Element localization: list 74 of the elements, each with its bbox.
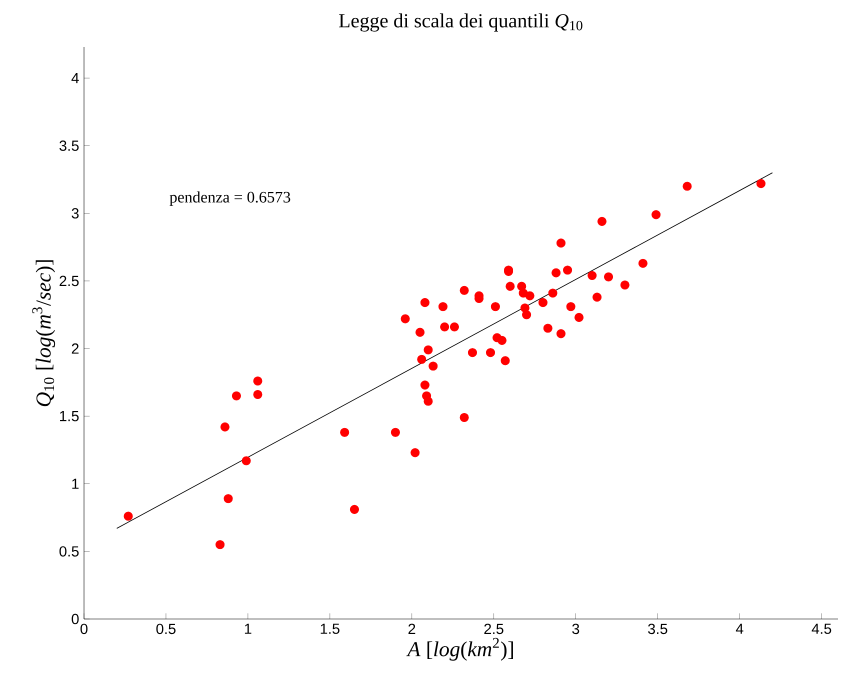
point <box>556 238 566 248</box>
point <box>588 270 597 280</box>
point <box>566 302 576 312</box>
point <box>490 302 500 312</box>
y-tick-label: 2 <box>72 343 79 354</box>
point <box>424 345 433 354</box>
point <box>253 376 262 386</box>
point <box>563 266 572 275</box>
point <box>438 302 448 312</box>
point <box>220 422 230 432</box>
point <box>400 314 410 324</box>
x-tick-label: 3 <box>572 624 580 634</box>
y-tick-label: 3.5 <box>59 140 79 151</box>
point <box>417 354 426 364</box>
point <box>543 324 552 333</box>
point <box>638 258 648 268</box>
y-tick-label: 4 <box>71 73 79 84</box>
x-tick-label: 0.5 <box>156 624 176 634</box>
x-tick-label: 1.5 <box>320 624 340 634</box>
x-axis-title: A [log(km$^{2}$)] <box>406 638 513 661</box>
point <box>468 348 478 358</box>
point <box>420 380 430 390</box>
point <box>124 512 133 521</box>
point <box>682 182 692 191</box>
point <box>410 448 420 458</box>
text: Q$_{10}$ [log(m$^{3}$/sec)] <box>32 260 56 406</box>
point <box>652 210 661 220</box>
point <box>525 291 534 300</box>
x-tick-label: 4 <box>736 624 744 634</box>
point <box>486 348 496 358</box>
point <box>500 356 510 366</box>
point <box>420 298 430 308</box>
x-tick-label: 2.5 <box>484 624 504 634</box>
point <box>216 540 225 550</box>
y-tick-label: 0 <box>72 614 79 624</box>
x-tick-label: 1 <box>244 624 252 634</box>
point <box>592 292 602 302</box>
point <box>597 216 607 226</box>
point <box>548 288 558 298</box>
y-tick-label: 0.5 <box>59 546 79 557</box>
point <box>460 412 469 422</box>
point <box>242 456 251 466</box>
point <box>522 310 532 320</box>
annotation: pendenza = 0.6573 <box>170 191 290 206</box>
y-tick-label: 1 <box>72 478 79 489</box>
point <box>253 390 262 400</box>
x-tick-label: 3.5 <box>648 624 668 634</box>
point <box>428 362 438 371</box>
y-tick-label: 2.5 <box>60 276 79 286</box>
point <box>390 428 400 437</box>
point <box>497 336 507 345</box>
point <box>574 312 584 322</box>
x-tick-label: 4.5 <box>812 624 832 634</box>
point <box>506 282 515 291</box>
x-tick-label: 2 <box>408 624 416 634</box>
y-tick-label: 1.5 <box>60 411 79 422</box>
point <box>552 268 561 278</box>
point <box>224 494 233 504</box>
point <box>460 286 469 295</box>
point <box>424 396 433 406</box>
x-tick-label: 0 <box>80 624 88 634</box>
point <box>440 322 450 332</box>
point <box>350 504 359 514</box>
point <box>538 298 548 308</box>
point <box>604 272 614 282</box>
point <box>756 179 766 188</box>
point <box>450 322 459 332</box>
point <box>415 328 425 337</box>
point <box>556 329 566 338</box>
y-tick-label: 3 <box>72 208 79 219</box>
point <box>340 428 350 437</box>
point <box>620 280 630 290</box>
chart-title: Legge di scala dei quantili Q$_{10}$ <box>339 13 582 32</box>
point <box>232 391 241 400</box>
